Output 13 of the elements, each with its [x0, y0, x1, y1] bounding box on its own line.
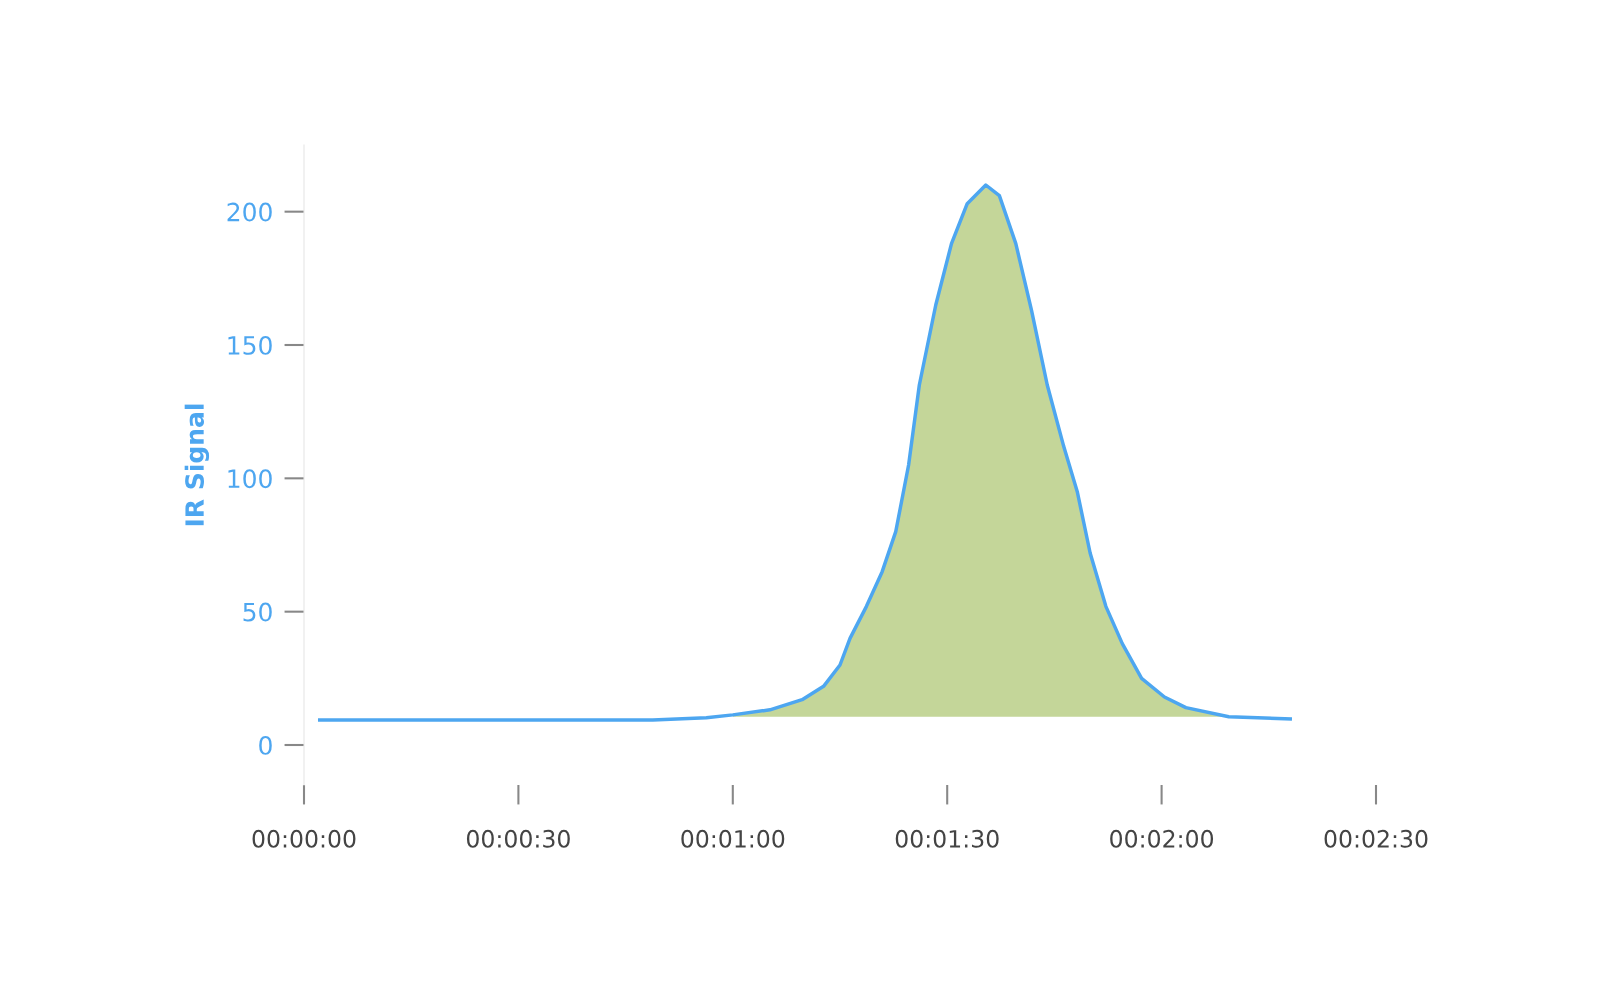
- y-tick-label: 0: [259, 735, 272, 755]
- y-tick-label: 100: [228, 469, 272, 489]
- x-tick-label: 00:00:00: [252, 829, 356, 848]
- x-tick-label: 00:01:30: [895, 829, 999, 848]
- x-tick-label: 00:02:00: [1110, 829, 1214, 848]
- x-tick-label: 00:01:00: [681, 829, 785, 848]
- y-tick-label: 50: [243, 602, 272, 622]
- y-axis-title: IR Signal: [184, 404, 210, 526]
- x-tick-label: 00:02:30: [1324, 829, 1428, 848]
- x-tick-label: 00:00:30: [466, 829, 570, 848]
- y-tick-label: 150: [228, 335, 272, 355]
- line-series: [317, 183, 1292, 722]
- y-tick-label: 200: [227, 202, 272, 222]
